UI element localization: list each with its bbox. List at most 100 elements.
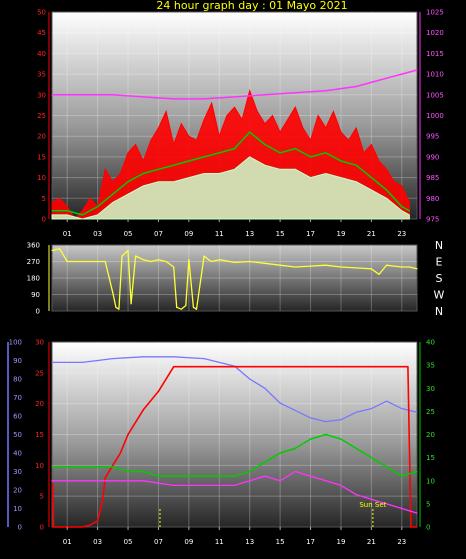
humidity-line-point: [309, 417, 312, 419]
dewpoint-line-point: [385, 503, 388, 505]
solar-y-tick: 10: [35, 462, 44, 470]
direction-line-point: [135, 255, 137, 257]
wind-y-tick: 0: [42, 216, 46, 224]
solar-line-point: [52, 526, 55, 528]
solar-line-point: [173, 366, 175, 368]
temperature-line-point: [370, 457, 372, 459]
direction-line-point: [188, 259, 190, 261]
gust-avg-line-point: [264, 143, 266, 146]
direction-line-point: [408, 266, 410, 268]
pressure-line-point: [264, 94, 266, 96]
dewpoint-line-point: [264, 475, 266, 477]
humidity-y-tick: 10: [13, 505, 22, 513]
gust-avg-line-point: [142, 172, 144, 175]
temperature-line-point: [233, 475, 236, 477]
solar-y-tick: 30: [35, 339, 44, 347]
dewpoint-line-point: [355, 494, 357, 496]
pressure-line-point: [112, 94, 114, 96]
direction-line-point: [279, 264, 281, 266]
wind-x-tick: 01: [63, 230, 72, 238]
direction-line-point: [325, 264, 327, 266]
direction-line-point: [97, 260, 99, 263]
direction-line-point: [211, 260, 213, 263]
solar-y-tick: 20: [35, 400, 44, 408]
direction-y-tick: 90: [31, 291, 40, 299]
direction-line-point: [309, 265, 312, 267]
pressure-y-tick: 990: [426, 153, 439, 161]
solar-y-tick: 0: [40, 524, 44, 532]
humidity-y-tick: 30: [13, 468, 22, 476]
solar-y-tick: 25: [35, 369, 44, 377]
pressure-line: [52, 69, 418, 100]
humidity-y-tick: 90: [13, 357, 22, 365]
temp-x-tick: 17: [306, 538, 315, 546]
gust-avg-line-point: [51, 210, 53, 212]
humidity-line-point: [173, 356, 175, 358]
temperature-line-point: [309, 438, 312, 440]
pressure-y-tick: 1005: [426, 91, 444, 99]
wind-y-tick: 5: [42, 195, 46, 203]
direction-line-point: [180, 308, 182, 310]
wind-x-tick: 05: [124, 230, 133, 238]
direction-line-point: [142, 259, 144, 261]
temp-x-tick: 13: [245, 538, 254, 546]
wind-y-tick: 50: [37, 9, 46, 17]
direction-panel-bg-frame: [51, 244, 418, 312]
direction-line-point: [355, 267, 357, 269]
direction-line-point: [208, 259, 210, 261]
solar-line-point: [142, 409, 144, 411]
wind-x-tick: 23: [397, 230, 406, 238]
direction-line-point: [249, 260, 251, 263]
compass-label: N: [435, 305, 443, 318]
temperature-line-point: [173, 475, 175, 477]
dewpoint-line-point: [294, 470, 296, 473]
solar-line-point: [104, 477, 106, 479]
temp-x-tick: 19: [336, 538, 345, 546]
pressure-line-point: [416, 69, 418, 71]
humidity-line-point: [51, 361, 53, 363]
direction-line-point: [185, 304, 187, 307]
gust-avg-line-point: [249, 131, 251, 133]
gust-avg-line-point: [294, 148, 296, 150]
wind-y-tick: 45: [37, 29, 46, 37]
dewpoint-line-point: [325, 480, 327, 482]
direction-line-point: [173, 266, 175, 268]
gust-avg-line-point: [355, 164, 357, 166]
pressure-y-tick: 985: [426, 174, 439, 182]
gust-avg-line-point: [188, 160, 190, 162]
humidity-line-point: [294, 409, 296, 412]
wind-x-tick: 13: [245, 230, 254, 238]
temperature-line-point: [340, 438, 342, 440]
pressure-line-point: [203, 98, 205, 100]
direction-line-point: [157, 259, 160, 261]
temperature-line-point: [264, 461, 266, 463]
temperature-y-tick: 35: [426, 362, 435, 370]
wind-y-tick: 30: [37, 91, 46, 99]
wind-y-tick: 20: [37, 133, 46, 141]
humidity-y-tick: 100: [9, 339, 22, 347]
pressure-line-point: [325, 90, 327, 92]
compass-label: E: [436, 256, 443, 269]
humidity-line-point: [370, 408, 372, 410]
temperature-y-tick: 20: [426, 431, 435, 439]
solar-line-point: [112, 464, 114, 466]
humidity-line-point: [279, 402, 281, 404]
solar-line-point: [410, 526, 412, 528]
compass-label: S: [436, 272, 443, 285]
humidity-y-tick: 40: [13, 450, 22, 458]
direction-line-point: [51, 249, 53, 252]
temperature-y-tick: 15: [426, 454, 435, 462]
temp-panel-bg-frame: [51, 341, 418, 528]
humidity-line-point: [385, 400, 388, 402]
direction-line-point: [115, 306, 117, 308]
gust-avg-line-point: [81, 214, 84, 216]
gust-avg-line-point: [127, 181, 129, 183]
gust-avg-line-point: [66, 210, 68, 212]
gust-avg-line-point: [157, 168, 160, 170]
pressure-line-point: [81, 94, 84, 96]
direction-line-point: [104, 260, 106, 263]
solar-line-point: [52, 483, 54, 485]
direction-line-point: [233, 261, 236, 264]
humidity-line-point: [416, 411, 418, 413]
